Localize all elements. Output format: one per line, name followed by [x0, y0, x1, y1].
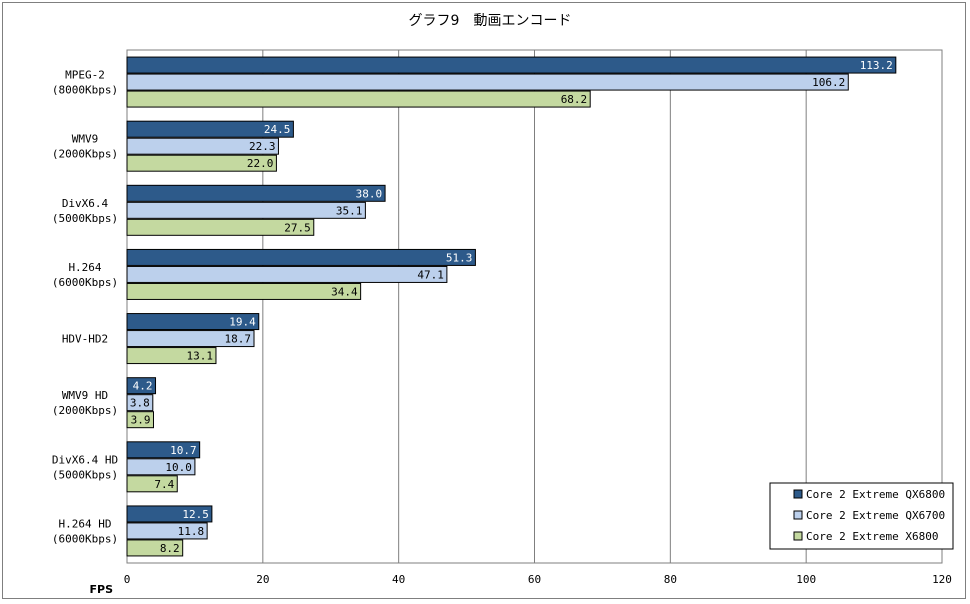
- data-label: 4.2: [133, 380, 153, 393]
- legend-swatch: [793, 510, 803, 520]
- chart-title: グラフ9 動画エンコード: [409, 13, 572, 29]
- bar: [126, 282, 362, 300]
- data-label: 38.0: [356, 187, 383, 200]
- x-tick-labels: 0 20 40 60 80 100 120: [124, 573, 952, 586]
- bar: [126, 137, 279, 155]
- bar: [126, 377, 157, 395]
- x-axis-label: FPS: [90, 583, 114, 596]
- bar: [126, 411, 154, 429]
- bar: [126, 184, 386, 202]
- category-label: H.264 HD: [59, 517, 112, 530]
- bar: [126, 330, 255, 348]
- data-label: 24.5: [264, 123, 291, 136]
- bar: [126, 248, 476, 266]
- bar: [126, 265, 448, 283]
- x-tick-label: 20: [256, 573, 269, 586]
- data-label: 106.2: [812, 76, 845, 89]
- data-label: 68.2: [561, 93, 588, 106]
- category-label: (6000Kbps): [52, 532, 118, 545]
- legend-swatch: [793, 531, 803, 541]
- data-label: 22.3: [249, 140, 276, 153]
- bar: [126, 90, 591, 108]
- bar: [126, 56, 897, 74]
- category-label: (2000Kbps): [52, 404, 118, 417]
- bar: [126, 505, 213, 523]
- bar: [126, 73, 849, 91]
- data-label: 13.1: [186, 350, 213, 363]
- bar: [126, 522, 208, 540]
- x-tick-label: 80: [664, 573, 677, 586]
- category-label: DivX6.4: [62, 197, 109, 210]
- data-label: 3.9: [131, 414, 151, 427]
- category-label: MPEG-2: [65, 69, 105, 82]
- category-label: (8000Kbps): [52, 84, 118, 97]
- bar: [126, 347, 217, 365]
- bars: 113.2 106.2 68.2 24.5 22.3 22.0 38.0 35.1 27.5 51…: [126, 56, 897, 557]
- legend-swatch: [793, 489, 803, 499]
- data-label: 3.8: [130, 397, 150, 410]
- data-label: 27.5: [284, 221, 311, 234]
- data-label: 12.5: [182, 508, 209, 521]
- bar: [126, 441, 201, 459]
- data-label: 7.4: [154, 478, 174, 491]
- category-label: DivX6.4 HD: [52, 453, 118, 466]
- bar: [126, 154, 277, 172]
- x-tick-label: 120: [932, 573, 952, 586]
- legend-label: Core 2 Extreme QX6800: [806, 488, 945, 501]
- bar: [126, 475, 178, 493]
- data-label: 11.8: [178, 525, 205, 538]
- category-label: (6000Kbps): [52, 276, 118, 289]
- category-labels: MPEG-2 (8000Kbps) WMV9 (2000Kbps) DivX6.4 (50…: [52, 69, 118, 546]
- data-label: 113.2: [860, 59, 893, 72]
- data-label: 10.0: [165, 461, 192, 474]
- bar: [126, 394, 154, 412]
- data-label: 22.0: [247, 157, 274, 170]
- bar: [126, 539, 184, 557]
- category-label: WMV9 HD: [62, 389, 108, 402]
- bar: [126, 201, 366, 219]
- category-label: (5000Kbps): [52, 468, 118, 481]
- data-label: 8.2: [160, 542, 180, 555]
- bar: [126, 120, 294, 138]
- x-tick-label: 60: [528, 573, 541, 586]
- category-label: (5000Kbps): [52, 212, 118, 225]
- legend-label: Core 2 Extreme X6800: [806, 530, 938, 543]
- data-label: 18.7: [225, 333, 252, 346]
- data-label: 19.4: [229, 316, 256, 329]
- category-label: (2000Kbps): [52, 148, 118, 161]
- bar: [126, 313, 260, 331]
- data-label: 34.4: [331, 285, 358, 298]
- data-label: 35.1: [336, 204, 363, 217]
- bar: [126, 218, 315, 236]
- x-tick-label: 40: [392, 573, 405, 586]
- data-label: 51.3: [446, 251, 473, 264]
- data-label: 10.7: [170, 444, 197, 457]
- category-label: WMV9: [72, 133, 99, 146]
- bar: [126, 458, 196, 476]
- category-label: H.264: [68, 261, 101, 274]
- legend: Core 2 Extreme QX6800 Core 2 Extreme QX67…: [769, 482, 954, 550]
- data-label: 47.1: [417, 268, 444, 281]
- x-tick-label: 100: [796, 573, 816, 586]
- legend-label: Core 2 Extreme QX6700: [806, 509, 945, 522]
- category-label: HDV-HD2: [62, 333, 108, 346]
- x-tick-label: 0: [124, 573, 131, 586]
